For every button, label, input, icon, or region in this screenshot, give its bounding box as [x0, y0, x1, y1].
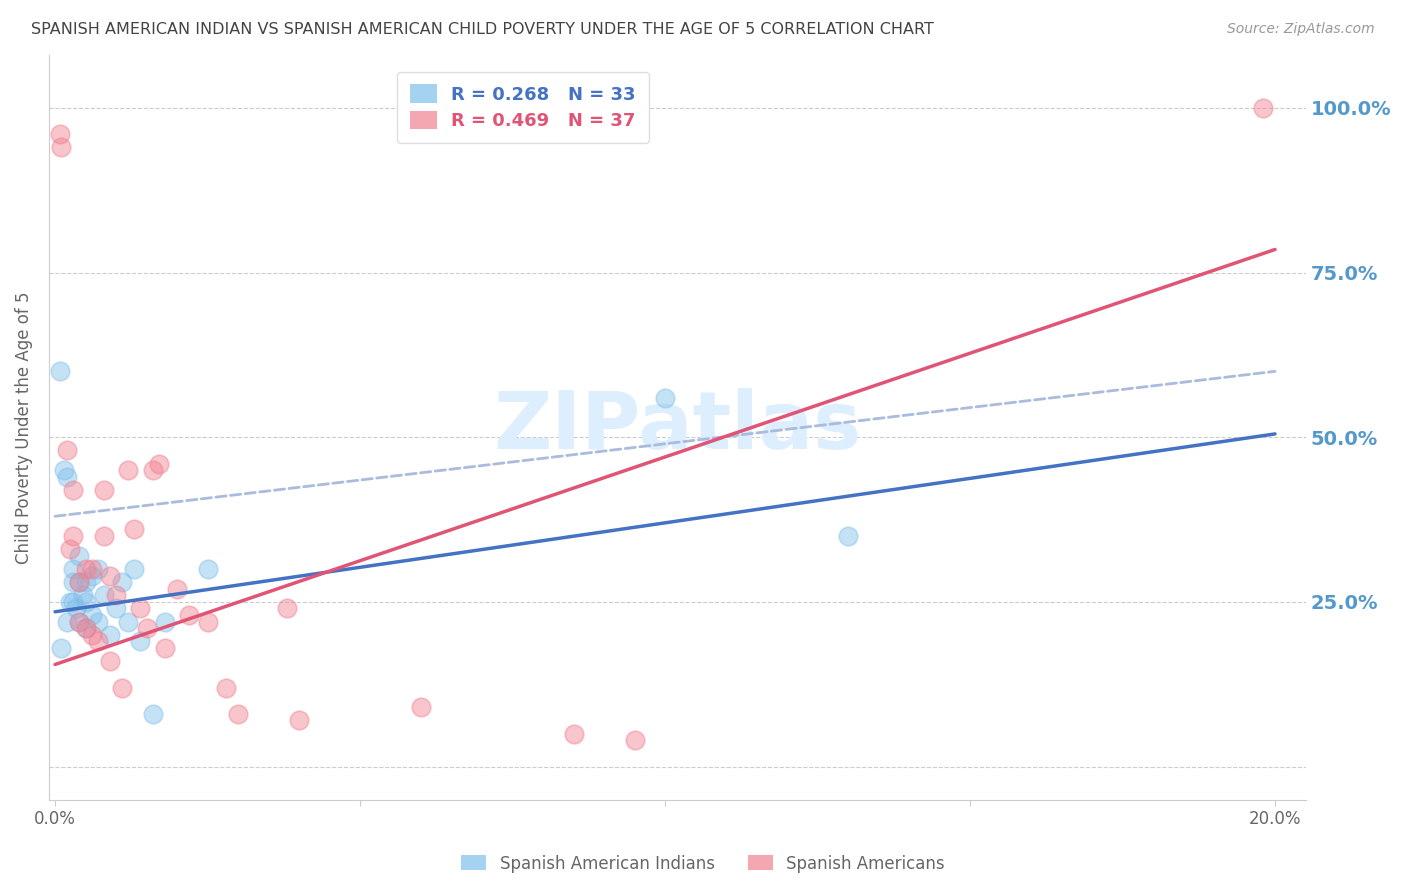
Point [148, 457, 170, 471]
Point [179, 608, 201, 623]
Point [69, 575, 91, 590]
Point [56, 443, 79, 458]
Point [93, 529, 115, 543]
Point [226, 706, 249, 721]
Point [87, 562, 110, 576]
Point [111, 575, 134, 590]
Point [69, 615, 91, 629]
Point [117, 615, 139, 629]
Point [87, 634, 110, 648]
Point [62, 575, 84, 590]
Point [53, 463, 76, 477]
Point [75, 562, 97, 576]
Point [1251, 101, 1274, 115]
Point [93, 588, 115, 602]
Point [562, 726, 585, 740]
Point [142, 706, 165, 721]
Point [51, 640, 73, 655]
Point [105, 588, 128, 602]
Point [62, 562, 84, 576]
Point [166, 582, 188, 596]
Point [75, 575, 97, 590]
Point [623, 733, 645, 747]
Point [215, 681, 238, 695]
Point [62, 483, 84, 497]
Point [69, 575, 91, 590]
Point [654, 391, 676, 405]
Point [98, 628, 121, 642]
Text: SPANISH AMERICAN INDIAN VS SPANISH AMERICAN CHILD POVERTY UNDER THE AGE OF 5 COR: SPANISH AMERICAN INDIAN VS SPANISH AMERI… [31, 22, 934, 37]
Text: Source: ZipAtlas.com: Source: ZipAtlas.com [1227, 22, 1375, 37]
Point [51, 140, 73, 154]
Point [837, 529, 859, 543]
Point [80, 562, 103, 576]
Point [75, 595, 97, 609]
Point [153, 615, 176, 629]
Point [80, 628, 103, 642]
Point [142, 463, 165, 477]
Point [59, 542, 82, 557]
Point [56, 615, 79, 629]
Point [111, 681, 134, 695]
Point [62, 529, 84, 543]
Point [93, 483, 115, 497]
Point [49, 127, 72, 141]
Y-axis label: Child Poverty Under the Age of 5: Child Poverty Under the Age of 5 [15, 291, 32, 564]
Point [87, 615, 110, 629]
Point [62, 595, 84, 609]
Point [129, 601, 152, 615]
Point [69, 615, 91, 629]
Point [75, 621, 97, 635]
Point [409, 700, 432, 714]
Point [69, 549, 91, 563]
Point [59, 595, 82, 609]
Point [124, 562, 146, 576]
Point [72, 588, 94, 602]
Legend: Spanish American Indians, Spanish Americans: Spanish American Indians, Spanish Americ… [454, 848, 952, 880]
Point [135, 621, 157, 635]
Point [124, 523, 146, 537]
Point [75, 621, 97, 635]
Point [129, 634, 152, 648]
Point [80, 608, 103, 623]
Point [153, 640, 176, 655]
Point [105, 601, 128, 615]
Point [288, 714, 311, 728]
Point [49, 364, 72, 378]
Point [117, 463, 139, 477]
Point [197, 615, 219, 629]
Point [80, 568, 103, 582]
Legend: R = 0.268   N = 33, R = 0.469   N = 37: R = 0.268 N = 33, R = 0.469 N = 37 [398, 71, 648, 143]
Point [98, 654, 121, 668]
Point [65, 601, 87, 615]
Point [56, 469, 79, 483]
Point [98, 568, 121, 582]
Point [276, 601, 298, 615]
Point [197, 562, 219, 576]
Text: ZIPatlas: ZIPatlas [494, 388, 862, 467]
